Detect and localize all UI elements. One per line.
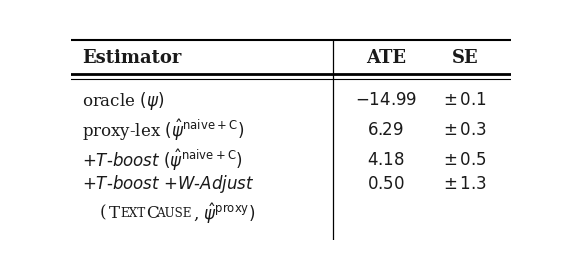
Text: $6.29$: $6.29$ xyxy=(367,122,404,139)
Text: AUSE: AUSE xyxy=(156,207,191,220)
Text: (: ( xyxy=(99,205,106,222)
Text: $\pm\,0.5$: $\pm\,0.5$ xyxy=(443,152,487,169)
Text: $+\mathit{T\text{-}boost}$ $+\mathit{W\text{-}Adjust}$: $+\mathit{T\text{-}boost}$ $+\mathit{W\t… xyxy=(82,173,254,195)
Text: SE: SE xyxy=(452,49,478,68)
Text: , $\hat{\psi}^{\mathrm{proxy}})$: , $\hat{\psi}^{\mathrm{proxy}})$ xyxy=(193,201,255,225)
Text: $+\mathit{T\text{-}boost}$ $(\hat{\psi}^{\mathrm{naive+C}})$: $+\mathit{T\text{-}boost}$ $(\hat{\psi}^… xyxy=(82,148,243,174)
Text: $\pm\,1.3$: $\pm\,1.3$ xyxy=(443,176,487,193)
Text: ATE: ATE xyxy=(366,49,406,68)
Text: proxy-lex $(\hat{\psi}^{\mathrm{naive+C}})$: proxy-lex $(\hat{\psi}^{\mathrm{naive+C}… xyxy=(82,118,244,143)
Text: $0.50$: $0.50$ xyxy=(367,176,404,193)
Text: T: T xyxy=(109,205,120,222)
Text: Estimator: Estimator xyxy=(82,49,181,68)
Text: $-14.99$: $-14.99$ xyxy=(354,92,417,109)
Text: $\pm\,0.1$: $\pm\,0.1$ xyxy=(443,92,487,109)
Text: $4.18$: $4.18$ xyxy=(367,152,404,169)
Text: oracle $(\psi)$: oracle $(\psi)$ xyxy=(82,90,164,112)
Text: C: C xyxy=(146,205,158,222)
Text: $\pm\,0.3$: $\pm\,0.3$ xyxy=(443,122,487,139)
Text: EXT: EXT xyxy=(120,207,145,220)
